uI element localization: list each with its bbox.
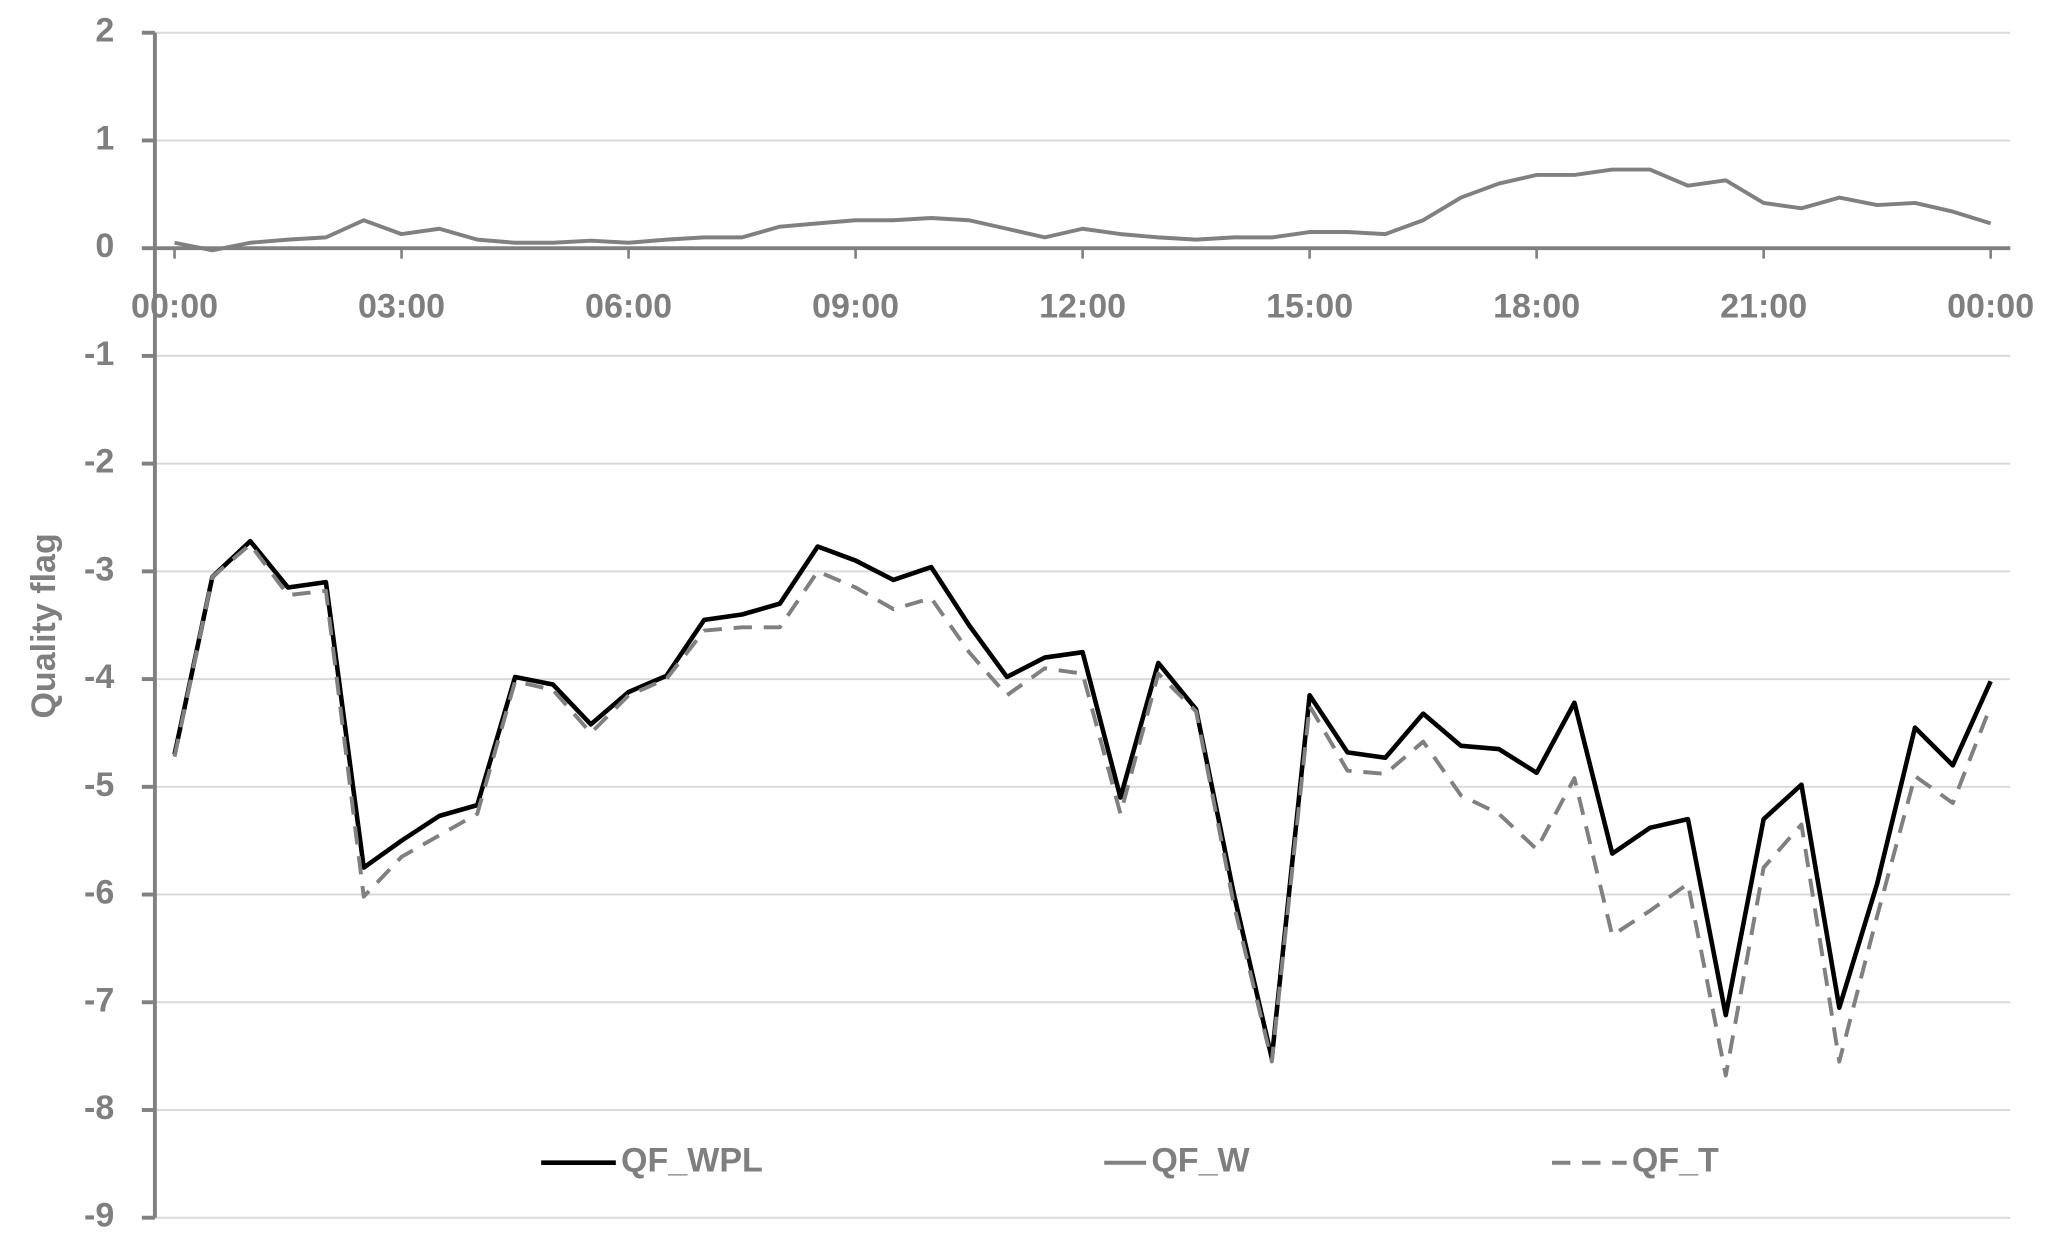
series-line: [174, 167, 1992, 253]
y-tick-label: 0: [95, 227, 114, 265]
x-tick-label: 18:00: [1493, 287, 1580, 325]
y-tick-label: -1: [84, 335, 114, 373]
series-line: [172, 538, 1993, 1061]
x-tick-label: 12:00: [1039, 287, 1126, 325]
y-tick-label: -4: [84, 658, 114, 696]
y-tick-label: -6: [84, 874, 114, 912]
y-tick-label: -8: [84, 1089, 114, 1127]
x-tick-label: 09:00: [812, 287, 899, 325]
y-tick-label: 1: [95, 119, 114, 157]
series-line: [172, 542, 1993, 1078]
y-tick-label: -3: [84, 550, 114, 588]
legend-label: QF_WPL: [621, 1142, 763, 1180]
y-tick-label: -5: [84, 766, 114, 804]
x-tick-label: 06:00: [585, 287, 672, 325]
y-tick-label: 2: [95, 12, 114, 50]
legend-label: QF_T: [1632, 1142, 1719, 1180]
x-tick-label: 03:00: [358, 287, 445, 325]
y-tick-label: -9: [84, 1197, 114, 1235]
x-tick-label: 21:00: [1720, 287, 1807, 325]
y-tick-label: -7: [84, 981, 114, 1019]
x-tick-label: 00:00: [1947, 287, 2034, 325]
x-tick-label: 00:00: [131, 287, 218, 325]
y-axis-label: Quality flag: [25, 533, 63, 718]
x-tick-label: 15:00: [1266, 287, 1353, 325]
legend-label: QF_W: [1151, 1142, 1250, 1180]
y-tick-label: -2: [84, 443, 114, 481]
